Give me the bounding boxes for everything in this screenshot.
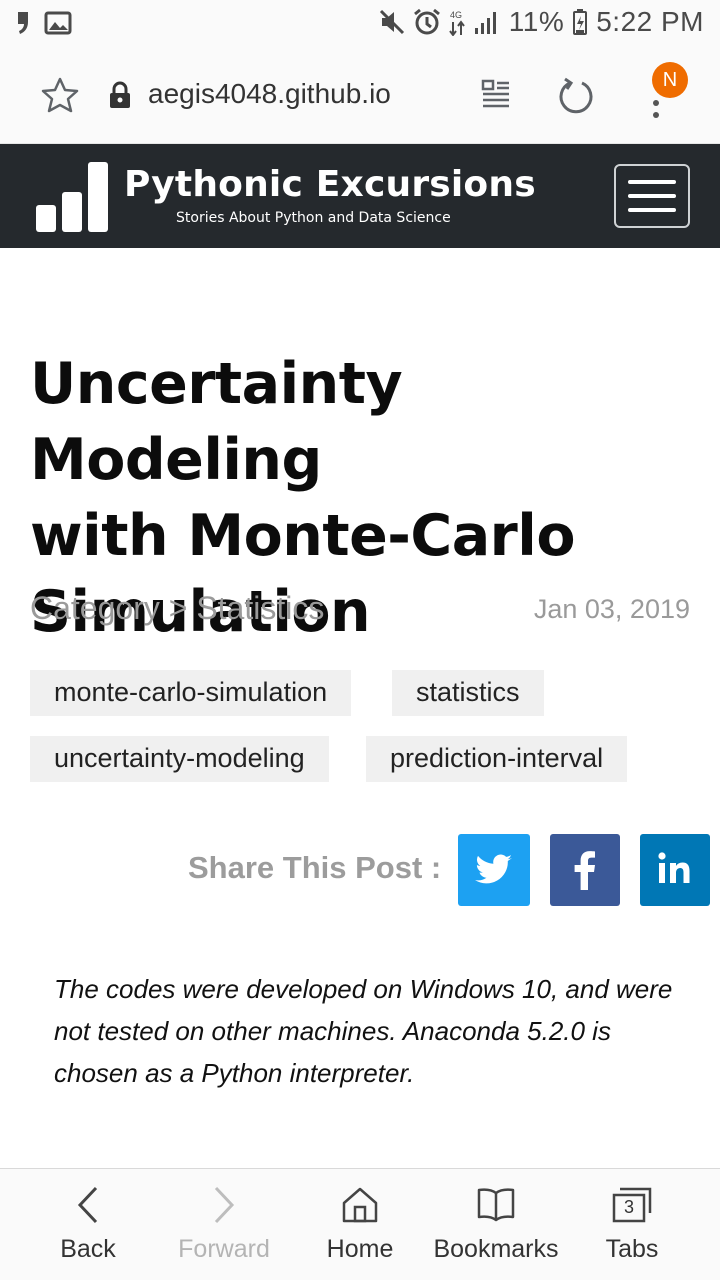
tag-uncertainty-modeling[interactable]: uncertainty-modeling <box>30 736 329 782</box>
gallery-icon <box>44 11 72 35</box>
facebook-icon <box>574 851 595 890</box>
bookmark-star-icon[interactable] <box>40 76 80 116</box>
site-subtitle: Stories About Python and Data Science <box>176 210 451 226</box>
home-icon <box>342 1187 378 1223</box>
twitter-icon <box>475 854 512 884</box>
lock-icon <box>110 81 130 108</box>
notification-quote-icon <box>18 12 28 34</box>
nav-forward-button[interactable]: Forward <box>156 1169 292 1280</box>
nav-bookmarks-button[interactable]: Bookmarks <box>428 1169 564 1280</box>
browser-menu-button[interactable]: N <box>640 62 696 132</box>
nav-forward-label: Forward <box>178 1235 270 1263</box>
article-title: Uncertainty Modeling with Monte-Carlo Si… <box>30 346 690 650</box>
share-facebook-button[interactable] <box>550 834 620 906</box>
category-link[interactable]: Category > Statistics <box>30 590 325 626</box>
reader-mode-icon[interactable] <box>480 78 512 112</box>
browser-toolbar: aegis4048.github.io N <box>0 48 720 144</box>
share-twitter-button[interactable] <box>458 834 530 906</box>
clock: 5:22 PM <box>596 6 704 37</box>
site-title[interactable]: Pythonic Excursions <box>124 164 536 205</box>
tab-count: 3 <box>623 1197 634 1217</box>
tag-prediction-interval[interactable]: prediction-interval <box>366 736 628 782</box>
profile-badge: N <box>652 62 688 98</box>
tabs-icon <box>612 1187 652 1223</box>
chevron-left-icon <box>77 1186 98 1224</box>
bar-chart-logo-icon[interactable] <box>34 160 110 234</box>
bottom-navigation: Back Forward Home Bookmarks 3 Tabs <box>0 1168 720 1280</box>
hamburger-line-icon <box>628 180 676 184</box>
data-arrows-icon: 4G <box>448 10 465 36</box>
mute-icon <box>379 9 404 35</box>
nav-back-label: Back <box>60 1235 116 1263</box>
post-date: Jan 03, 2019 <box>533 594 690 624</box>
hamburger-line-icon <box>628 194 676 198</box>
menu-dot-icon <box>653 112 659 118</box>
site-header: Pythonic Excursions Stories About Python… <box>0 144 720 248</box>
nav-home-button[interactable]: Home <box>292 1169 428 1280</box>
reload-icon[interactable] <box>556 76 596 116</box>
hamburger-line-icon <box>628 208 676 212</box>
status-bar: 4G 11% 5:22 PM <box>0 0 720 48</box>
battery-percent: 11% <box>508 6 565 37</box>
nav-bookmarks-label: Bookmarks <box>433 1235 559 1263</box>
chevron-right-icon <box>214 1186 235 1224</box>
linkedin-icon <box>658 852 690 883</box>
svg-text:4G: 4G <box>450 10 462 20</box>
nav-tabs-label: Tabs <box>605 1235 659 1263</box>
article-title-line: Simulation <box>30 579 371 645</box>
battery-icon <box>573 9 588 35</box>
article-title-line: with Monte-Carlo <box>30 503 576 569</box>
tag-statistics[interactable]: statistics <box>392 670 544 716</box>
url-field[interactable]: aegis4048.github.io <box>148 78 391 109</box>
menu-dot-icon <box>653 100 659 106</box>
share-linkedin-button[interactable] <box>640 834 710 906</box>
alarm-icon <box>413 8 440 35</box>
nav-back-button[interactable]: Back <box>20 1169 156 1280</box>
tag-monte-carlo-simulation[interactable]: monte-carlo-simulation <box>30 670 352 716</box>
signal-icon <box>474 12 496 34</box>
intro-paragraph: The codes were developed on Windows 10, … <box>54 974 673 1088</box>
article-title-line: Uncertainty Modeling <box>30 351 403 493</box>
share-label: Share This Post : <box>188 850 442 885</box>
nav-home-label: Home <box>326 1235 394 1263</box>
bookmarks-book-icon <box>477 1188 515 1222</box>
menu-toggle-button[interactable] <box>614 164 690 228</box>
nav-tabs-button[interactable]: 3 Tabs <box>564 1169 700 1280</box>
